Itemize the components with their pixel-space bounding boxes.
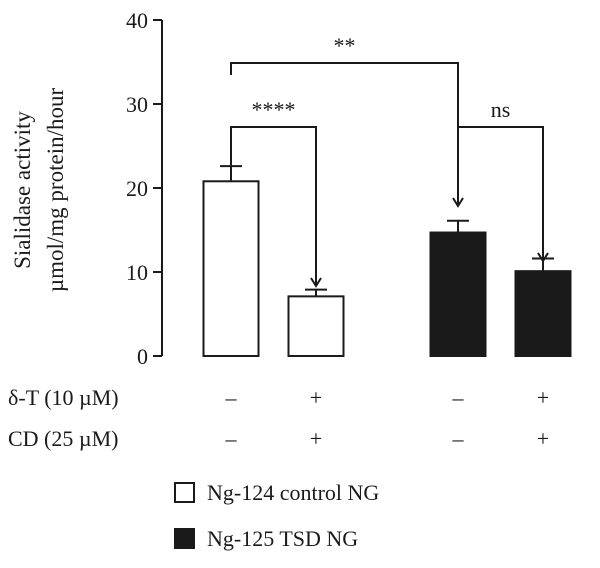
y-tick-label: 0	[137, 344, 148, 369]
significance-label: ns	[491, 97, 511, 122]
y-axis-label-line2: µmol/mg protein/hour	[43, 88, 68, 293]
condition-sign: –	[452, 385, 465, 410]
significance-bracket	[457, 126, 544, 261]
legend-label: Ng-124 control NG	[207, 480, 379, 505]
y-axis-label-line1: Sialidase activity	[10, 111, 35, 269]
legend-label: Ng-125 TSD NG	[207, 526, 358, 551]
bar	[514, 270, 572, 357]
significance-bracket	[230, 126, 317, 286]
bar	[202, 180, 260, 357]
condition-sign: +	[537, 426, 549, 451]
significance-arrowhead	[537, 252, 549, 263]
significance-bracket	[230, 62, 459, 206]
condition-label: CD (25 µM)	[8, 426, 118, 451]
y-tick-label: 40	[126, 8, 148, 33]
condition-sign: –	[225, 426, 238, 451]
condition-sign: +	[310, 385, 322, 410]
y-tick-label: 30	[126, 92, 148, 117]
legend-swatch	[174, 482, 195, 503]
significance-label: ****	[252, 97, 296, 122]
bar	[429, 231, 487, 358]
condition-label: δ-T (10 µM)	[8, 385, 119, 410]
condition-sign: –	[225, 385, 238, 410]
condition-sign: +	[310, 426, 322, 451]
significance-brackets: ******ns	[230, 33, 549, 288]
condition-sign: +	[537, 385, 549, 410]
y-axis: 0 10 20 30 40	[126, 8, 163, 369]
y-tick-label: 20	[126, 176, 148, 201]
condition-sign: –	[452, 426, 465, 451]
bar	[287, 295, 345, 357]
legend-swatch	[174, 528, 195, 549]
significance-label: **	[334, 33, 356, 58]
significance-arrowhead	[452, 197, 464, 208]
y-axis-label: Sialidase activity µmol/mg protein/hour	[10, 88, 68, 293]
legend: Ng-124 control NG Ng-125 TSD NG	[174, 480, 379, 551]
significance-arrowhead	[310, 277, 322, 288]
condition-rows: δ-T (10 µM) – + – + CD (25 µM) – + – +	[8, 385, 549, 451]
bars	[202, 165, 572, 358]
y-tick-label: 10	[126, 260, 148, 285]
